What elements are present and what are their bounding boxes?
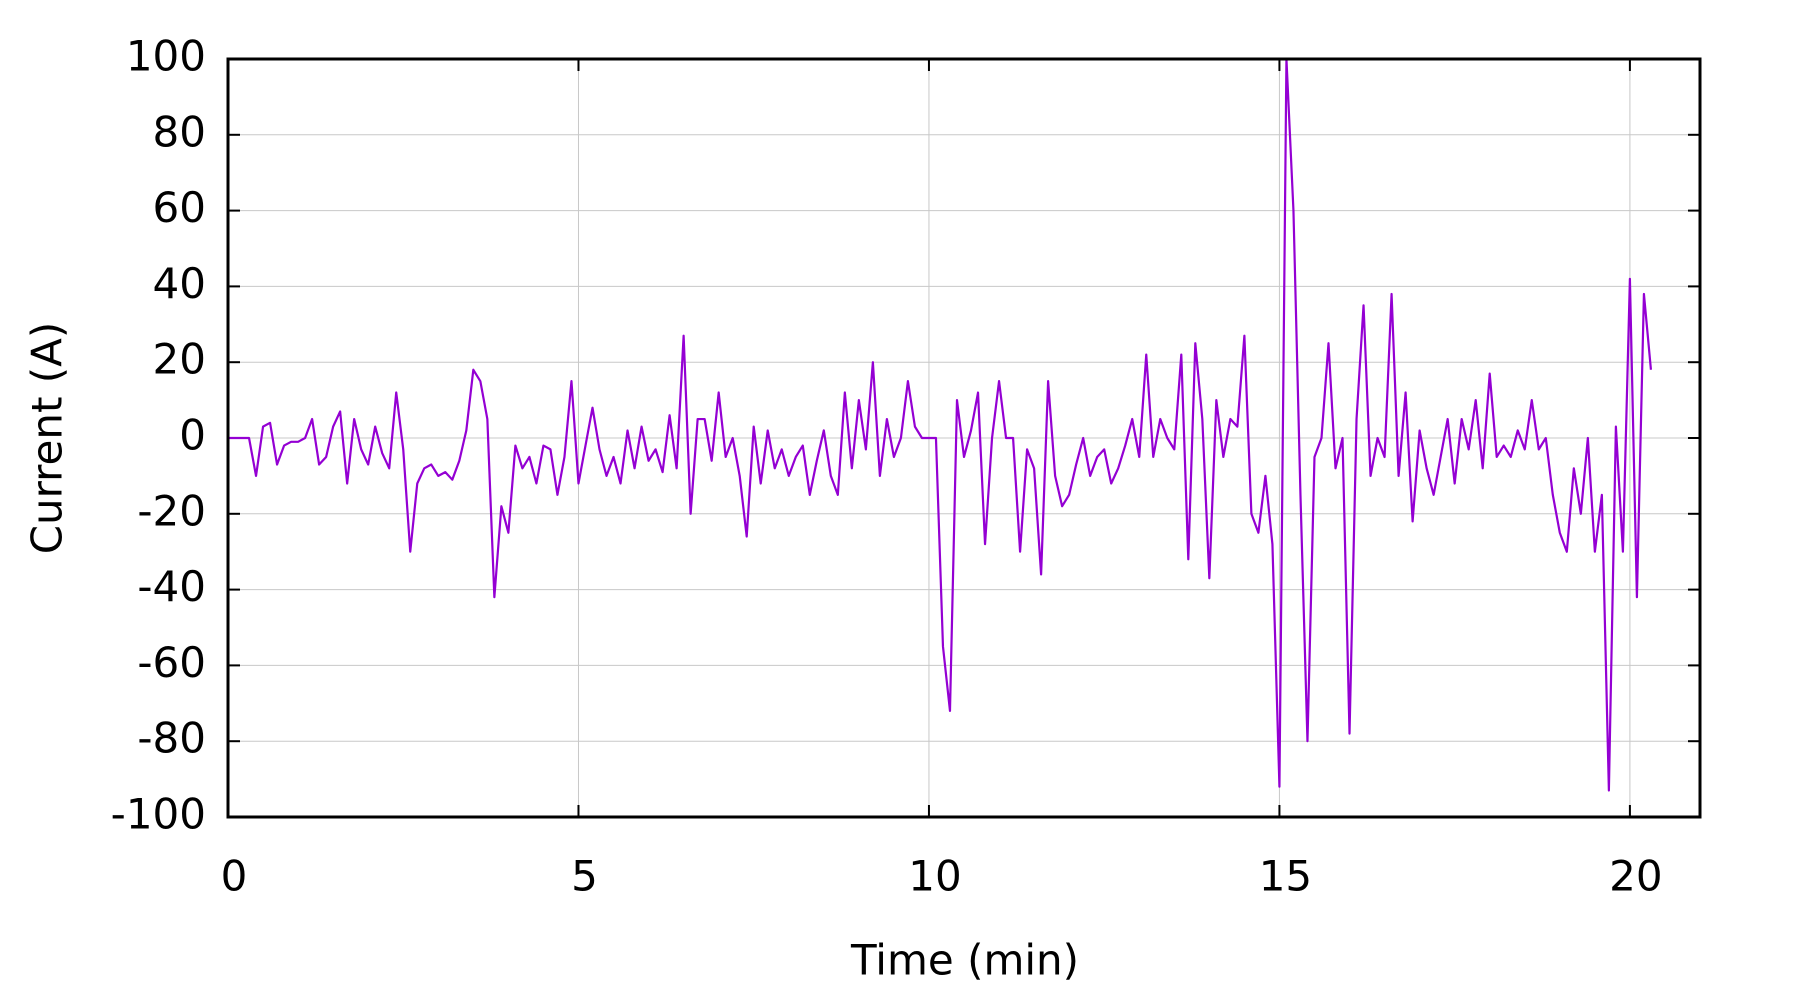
y-axis-label: Current (A) — [23, 322, 72, 555]
y-tick-label: 20 — [153, 335, 206, 384]
x-tick-label: 10 — [908, 852, 961, 901]
y-tick-label: 100 — [126, 32, 206, 81]
data-line — [228, 57, 1653, 792]
y-tick-label: -80 — [137, 714, 206, 763]
x-tick-label: 20 — [1609, 852, 1662, 901]
y-tick-label: 0 — [179, 411, 206, 460]
y-tick-label: 80 — [153, 107, 206, 156]
y-tick-label: 40 — [153, 259, 206, 308]
y-tick-label: -40 — [137, 562, 206, 611]
y-tick-label: 60 — [153, 183, 206, 232]
x-tick-label: 5 — [571, 852, 598, 901]
y-tick-label: -60 — [137, 638, 206, 687]
x-axis-label: Time (min) — [850, 936, 1079, 985]
y-tick-label: -20 — [137, 486, 206, 535]
y-tick-label: -100 — [111, 790, 206, 839]
plot-frame — [226, 57, 1702, 819]
x-tick-label: 15 — [1259, 852, 1312, 901]
x-tick-label: 0 — [221, 852, 248, 901]
